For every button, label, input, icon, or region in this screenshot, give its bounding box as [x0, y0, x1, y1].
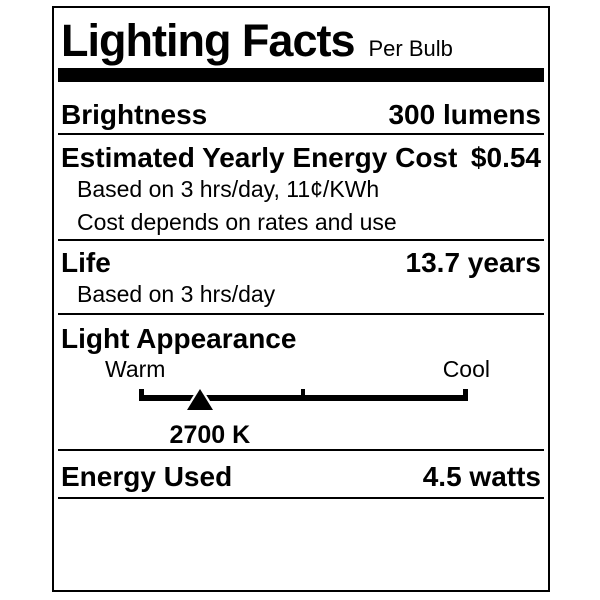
color-temperature-value: 2700 K	[169, 421, 251, 449]
section-divider-5	[58, 497, 544, 499]
brightness-row: Brightness 300 lumens	[61, 98, 541, 132]
light-appearance-row: Light Appearance	[61, 322, 541, 356]
temperature-marker-triangle-icon	[186, 389, 213, 410]
energy-cost-value: $0.54	[470, 142, 541, 173]
scale-cool-label: Cool	[442, 356, 490, 382]
life-note-basis: Based on 3 hrs/day	[77, 281, 276, 307]
section-divider-3	[58, 313, 544, 315]
label-subtitle: Per Bulb	[368, 36, 453, 61]
section-divider-2	[58, 239, 544, 241]
label-title: Lighting Facts	[61, 15, 355, 66]
section-divider-1	[58, 133, 544, 135]
light-appearance-label: Light Appearance	[61, 323, 297, 354]
temperature-scale-bar	[139, 395, 468, 401]
life-value: 13.7 years	[405, 247, 541, 278]
header-divider-bar	[58, 68, 544, 82]
brightness-label: Brightness	[61, 99, 208, 130]
life-label: Life	[61, 247, 111, 278]
energy-used-label: Energy Used	[61, 461, 233, 492]
temperature-scale	[54, 383, 548, 421]
life-row: Life 13.7 years	[61, 246, 541, 280]
energy-used-row: Energy Used 4.5 watts	[61, 460, 541, 494]
lighting-facts-label: Lighting Facts Per Bulb Brightness 300 lu…	[52, 6, 550, 592]
energy-used-value: 4.5 watts	[422, 461, 541, 492]
section-divider-4	[58, 449, 544, 451]
energy-cost-note-disclaimer: Cost depends on rates and use	[77, 209, 397, 235]
temperature-scale-labels: Warm Cool	[54, 354, 548, 384]
brightness-value: 300 lumens	[388, 99, 541, 130]
energy-cost-label: Estimated Yearly Energy Cost	[61, 142, 458, 173]
scale-warm-label: Warm	[105, 356, 166, 382]
label-header: Lighting Facts Per Bulb	[61, 16, 453, 66]
energy-cost-note-basis: Based on 3 hrs/day, 11¢/KWh	[77, 176, 380, 202]
energy-cost-row: Estimated Yearly Energy Cost $0.54	[61, 141, 541, 175]
